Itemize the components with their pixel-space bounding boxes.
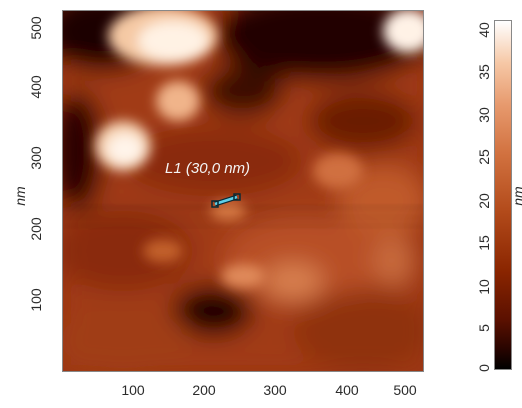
y-tick-500: 500	[28, 16, 44, 40]
measurement-handle-end	[233, 193, 241, 201]
y-tick-100: 100	[28, 288, 44, 312]
afm-surface-image	[63, 11, 423, 371]
colorbar-tick-35: 35	[476, 64, 492, 80]
colorbar-tick-10: 10	[476, 279, 492, 295]
colorbar-tick-40: 40	[476, 22, 492, 38]
measurement-handle-start	[211, 200, 219, 208]
y-axis-label: nm	[12, 186, 28, 206]
colorbar-tick-30: 30	[476, 107, 492, 123]
x-tick-200: 200	[192, 382, 216, 398]
x-tick-300: 300	[263, 382, 287, 398]
measurement-label: L1 (30,0 nm)	[165, 160, 251, 177]
afm-height-map[interactable]	[62, 10, 424, 372]
colorbar-unit-label: nm	[510, 186, 522, 206]
colorbar-tick-25: 25	[476, 149, 492, 165]
y-tick-300: 300	[28, 146, 44, 170]
x-tick-500: 500	[393, 382, 417, 398]
y-tick-400: 400	[28, 75, 44, 99]
colorbar-tick-20: 20	[476, 193, 492, 209]
colorbar-tick-0: 0	[476, 364, 492, 372]
y-tick-200: 200	[28, 217, 44, 241]
x-tick-100: 100	[121, 382, 145, 398]
colorbar-tick-5: 5	[476, 324, 492, 332]
height-colorbar	[494, 20, 512, 370]
x-tick-400: 400	[335, 382, 359, 398]
colorbar-tick-15: 15	[476, 235, 492, 251]
